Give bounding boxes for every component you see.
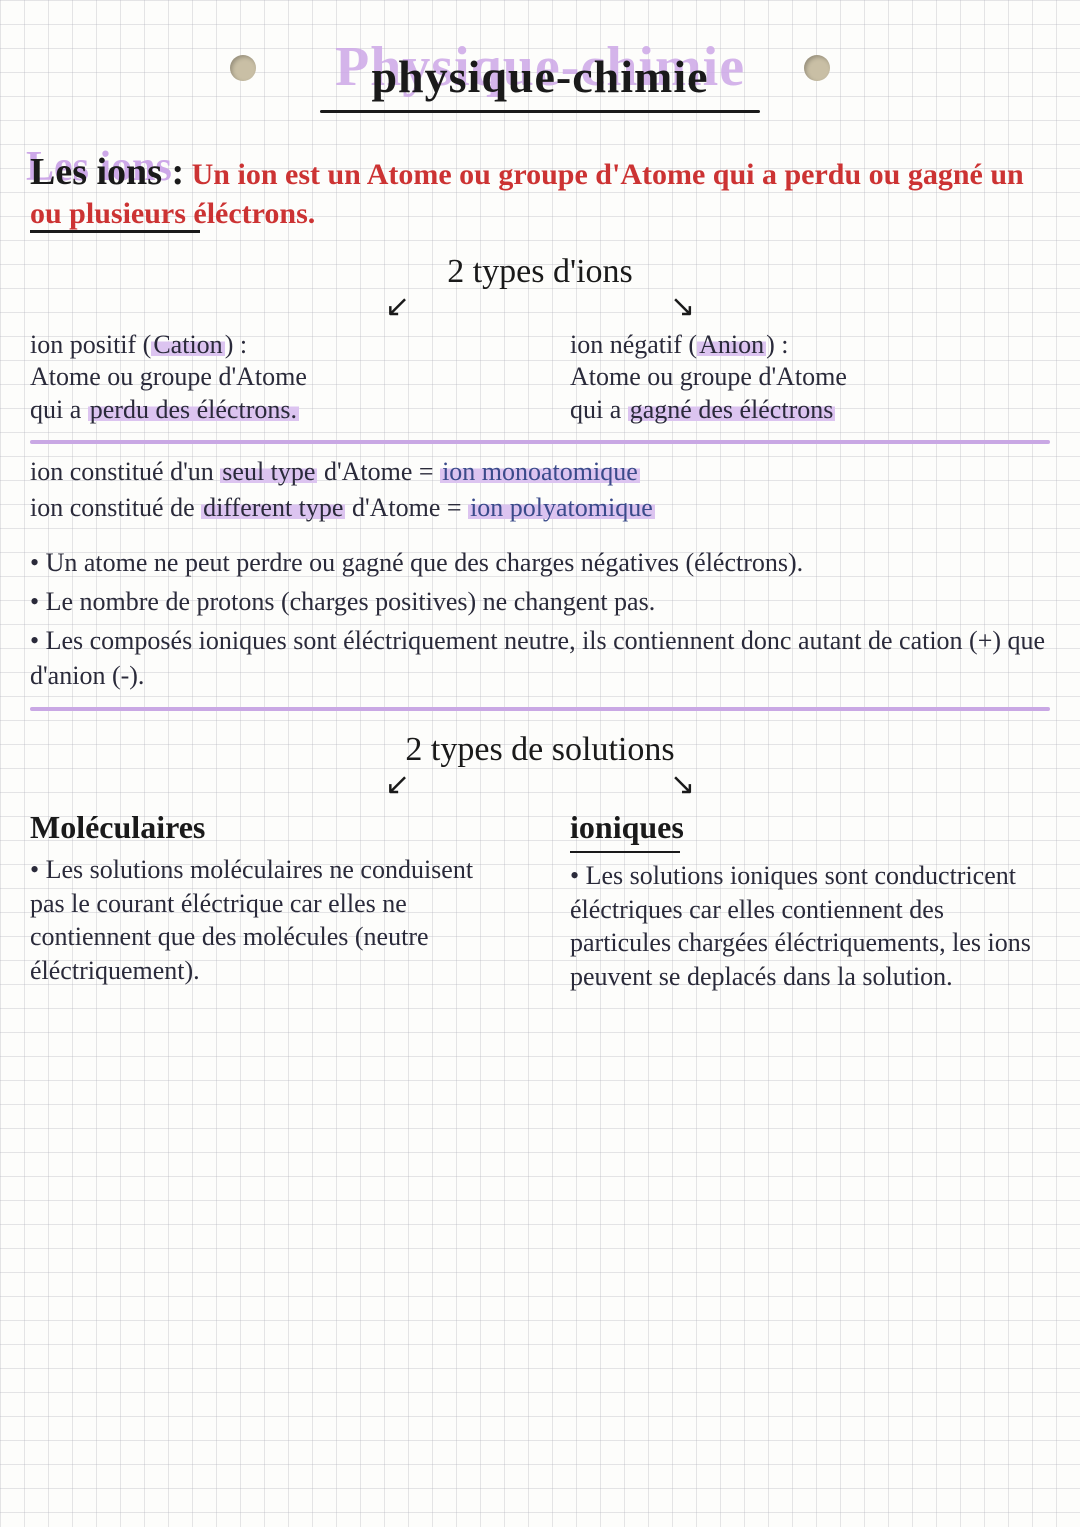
ioniques-column: ioniques • Les solutions ioniques sont c… [570,807,1050,994]
solutions-columns: Moléculaires • Les solutions moléculaire… [30,807,1050,994]
separator-2 [30,707,1050,711]
mono-line: ion constitué d'un seul type d'Atome = i… [30,454,1050,490]
bullet-2: • Le nombre de protons (charges positive… [30,584,1050,619]
mono-l1a: ion constitué d'un [30,457,220,486]
cation-hl: Cation [151,330,224,359]
definition-block: Les ions Les ions : Un ion est un Atome … [30,150,1050,233]
poly-line: ion constitué de different type d'Atome … [30,490,1050,526]
cation-line3a: qui a [30,395,88,424]
heading-underline [30,230,200,233]
poly-l2a: ion constitué de [30,493,201,522]
mol-heading: Moléculaires [30,807,510,849]
arrow-right-icon: ↘ [670,289,695,324]
separator-1 [30,440,1050,444]
anion-hl: Anion [697,330,766,359]
anion-line1b: ) : [766,330,788,359]
cation-column: ion positif (Cation) : Atome ou groupe d… [30,329,510,427]
ion-types-title: 2 types d'ions [30,253,1050,291]
bullet-3: • Les composés ioniques sont éléctriquem… [30,623,1050,693]
arrow-right-icon-2: ↘ [670,767,695,802]
bullet-notes: • Un atome ne peut perdre ou gagné que d… [30,545,1050,693]
solutions-title: 2 types de solutions [30,731,1050,769]
arrows-solutions: ↙ ↘ [30,767,1050,802]
cation-line1b: ) : [225,330,247,359]
cation-line1a: ion positif ( [30,330,151,359]
ion-heading-underline [570,851,680,853]
anion-line2: Atome ou groupe d'Atome [570,362,847,391]
anion-hl2: gagné des éléctrons [628,395,836,424]
notebook-page: Physique-chimie physique-chimie Les ions… [0,0,1080,1527]
ion-heading: ioniques [570,807,1050,849]
poly-hl: different type [201,493,345,522]
poly-result: ion polyatomique [468,493,655,522]
moleculaires-column: Moléculaires • Les solutions moléculaire… [30,807,510,994]
page-title: physique-chimie [30,50,1050,103]
poly-l2b: d'Atome = [345,493,468,522]
bullet-1: • Un atome ne peut perdre ou gagné que d… [30,545,1050,580]
page-title-block: Physique-chimie physique-chimie [30,35,1050,125]
arrow-left-icon: ↙ [385,289,410,324]
anion-column: ion négatif (Anion) : Atome ou groupe d'… [570,329,1050,427]
mono-l1b: d'Atome = [317,457,440,486]
mono-hl1: seul type [220,457,317,486]
ion-body: • Les solutions ioniques sont conductric… [570,859,1050,994]
cation-hl2: perdu des éléctrons. [88,395,299,424]
mol-body: • Les solutions moléculaires ne conduise… [30,853,510,988]
mono-result: ion monoatomique [440,457,640,486]
anion-line3a: qui a [570,395,628,424]
anion-line1a: ion négatif ( [570,330,697,359]
arrow-left-icon-2: ↙ [385,767,410,802]
section-heading: Les ions : [30,151,184,193]
arrows-ions: ↙ ↘ [30,289,1050,324]
ion-types-columns: ion positif (Cation) : Atome ou groupe d… [30,329,1050,427]
title-underline [320,110,760,113]
mono-poly-block: ion constitué d'un seul type d'Atome = i… [30,454,1050,527]
cation-line2: Atome ou groupe d'Atome [30,362,307,391]
